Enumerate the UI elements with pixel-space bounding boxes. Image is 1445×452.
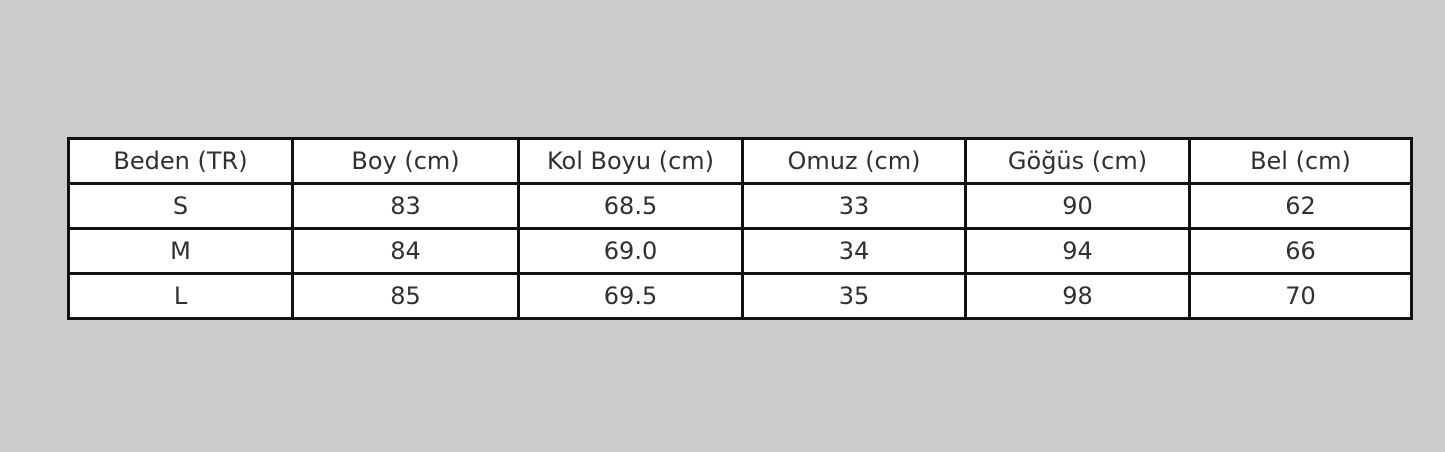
cell-beden: S	[67, 182, 294, 230]
column-header-kol-boyu: Kol Boyu (cm)	[517, 137, 744, 185]
column-header-omuz: Omuz (cm)	[741, 137, 967, 185]
cell-kol-boyu: 69.0	[517, 227, 744, 275]
table-header-row: Beden (TR) Boy (cm) Kol Boyu (cm) Omuz (…	[67, 137, 1413, 185]
column-header-gogus: Göğüs (cm)	[964, 137, 1191, 185]
cell-boy: 84	[291, 227, 520, 275]
column-header-beden: Beden (TR)	[67, 137, 294, 185]
cell-bel: 62	[1188, 182, 1413, 230]
cell-gogus: 98	[964, 272, 1191, 320]
table-row: S 83 68.5 33 90 62	[67, 182, 1413, 230]
cell-beden: M	[67, 227, 294, 275]
cell-omuz: 35	[741, 272, 967, 320]
cell-boy: 83	[291, 182, 520, 230]
table-row: L 85 69.5 35 98 70	[67, 272, 1413, 320]
cell-boy: 85	[291, 272, 520, 320]
cell-gogus: 90	[964, 182, 1191, 230]
cell-kol-boyu: 69.5	[517, 272, 744, 320]
table-row: M 84 69.0 34 94 66	[67, 227, 1413, 275]
size-chart-table: Beden (TR) Boy (cm) Kol Boyu (cm) Omuz (…	[67, 137, 1413, 320]
cell-omuz: 33	[741, 182, 967, 230]
column-header-bel: Bel (cm)	[1188, 137, 1413, 185]
cell-beden: L	[67, 272, 294, 320]
cell-gogus: 94	[964, 227, 1191, 275]
column-header-boy: Boy (cm)	[291, 137, 520, 185]
cell-kol-boyu: 68.5	[517, 182, 744, 230]
cell-bel: 66	[1188, 227, 1413, 275]
cell-bel: 70	[1188, 272, 1413, 320]
cell-omuz: 34	[741, 227, 967, 275]
